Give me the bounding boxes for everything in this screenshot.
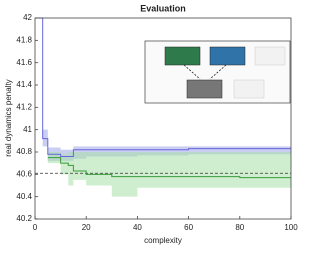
series-line (47, 157, 291, 179)
x-tick-label: 40 (133, 223, 142, 232)
inset-node (209, 46, 246, 66)
x-tick-label: 100 (284, 223, 298, 232)
y-tick-label: 40.8 (16, 147, 32, 156)
y-tick-label: 41.4 (16, 80, 32, 89)
inset-node (164, 46, 201, 66)
y-tick-label: 41.8 (16, 35, 32, 44)
confidence-band (47, 152, 291, 197)
inset-node (233, 79, 265, 99)
inset-arrow (209, 64, 227, 80)
x-tick-label: 0 (33, 223, 38, 232)
x-tick-label: 60 (184, 223, 193, 232)
inset-node (254, 46, 286, 66)
y-tick-label: 40.6 (16, 169, 32, 178)
y-tick-label: 41.6 (16, 58, 32, 67)
chart: Evaluation complexity real dynamics pena… (4, 3, 298, 245)
y-tick-label: 40.4 (16, 192, 32, 201)
plot-area (35, 17, 292, 197)
inset-arrow (183, 64, 201, 80)
x-axis-label: complexity (144, 236, 182, 245)
page: {"chart_data": {"type": "line", "title":… (4, 3, 299, 246)
series-line (37, 17, 291, 157)
inset-node (186, 79, 223, 99)
y-tick-label: 41.2 (16, 102, 32, 111)
inset-diagram (144, 40, 291, 104)
y-tick-label: 42 (23, 13, 32, 22)
y-axis-label: real dynamics penalty (4, 79, 13, 156)
axes-frame (34, 17, 292, 220)
y-tick-label: 41 (23, 125, 32, 134)
y-tick-label: 40.2 (16, 214, 32, 223)
confidence-band (37, 18, 292, 161)
x-tick-label: 20 (82, 223, 91, 232)
x-tick-label: 80 (235, 223, 244, 232)
chart-title: Evaluation (140, 3, 186, 13)
